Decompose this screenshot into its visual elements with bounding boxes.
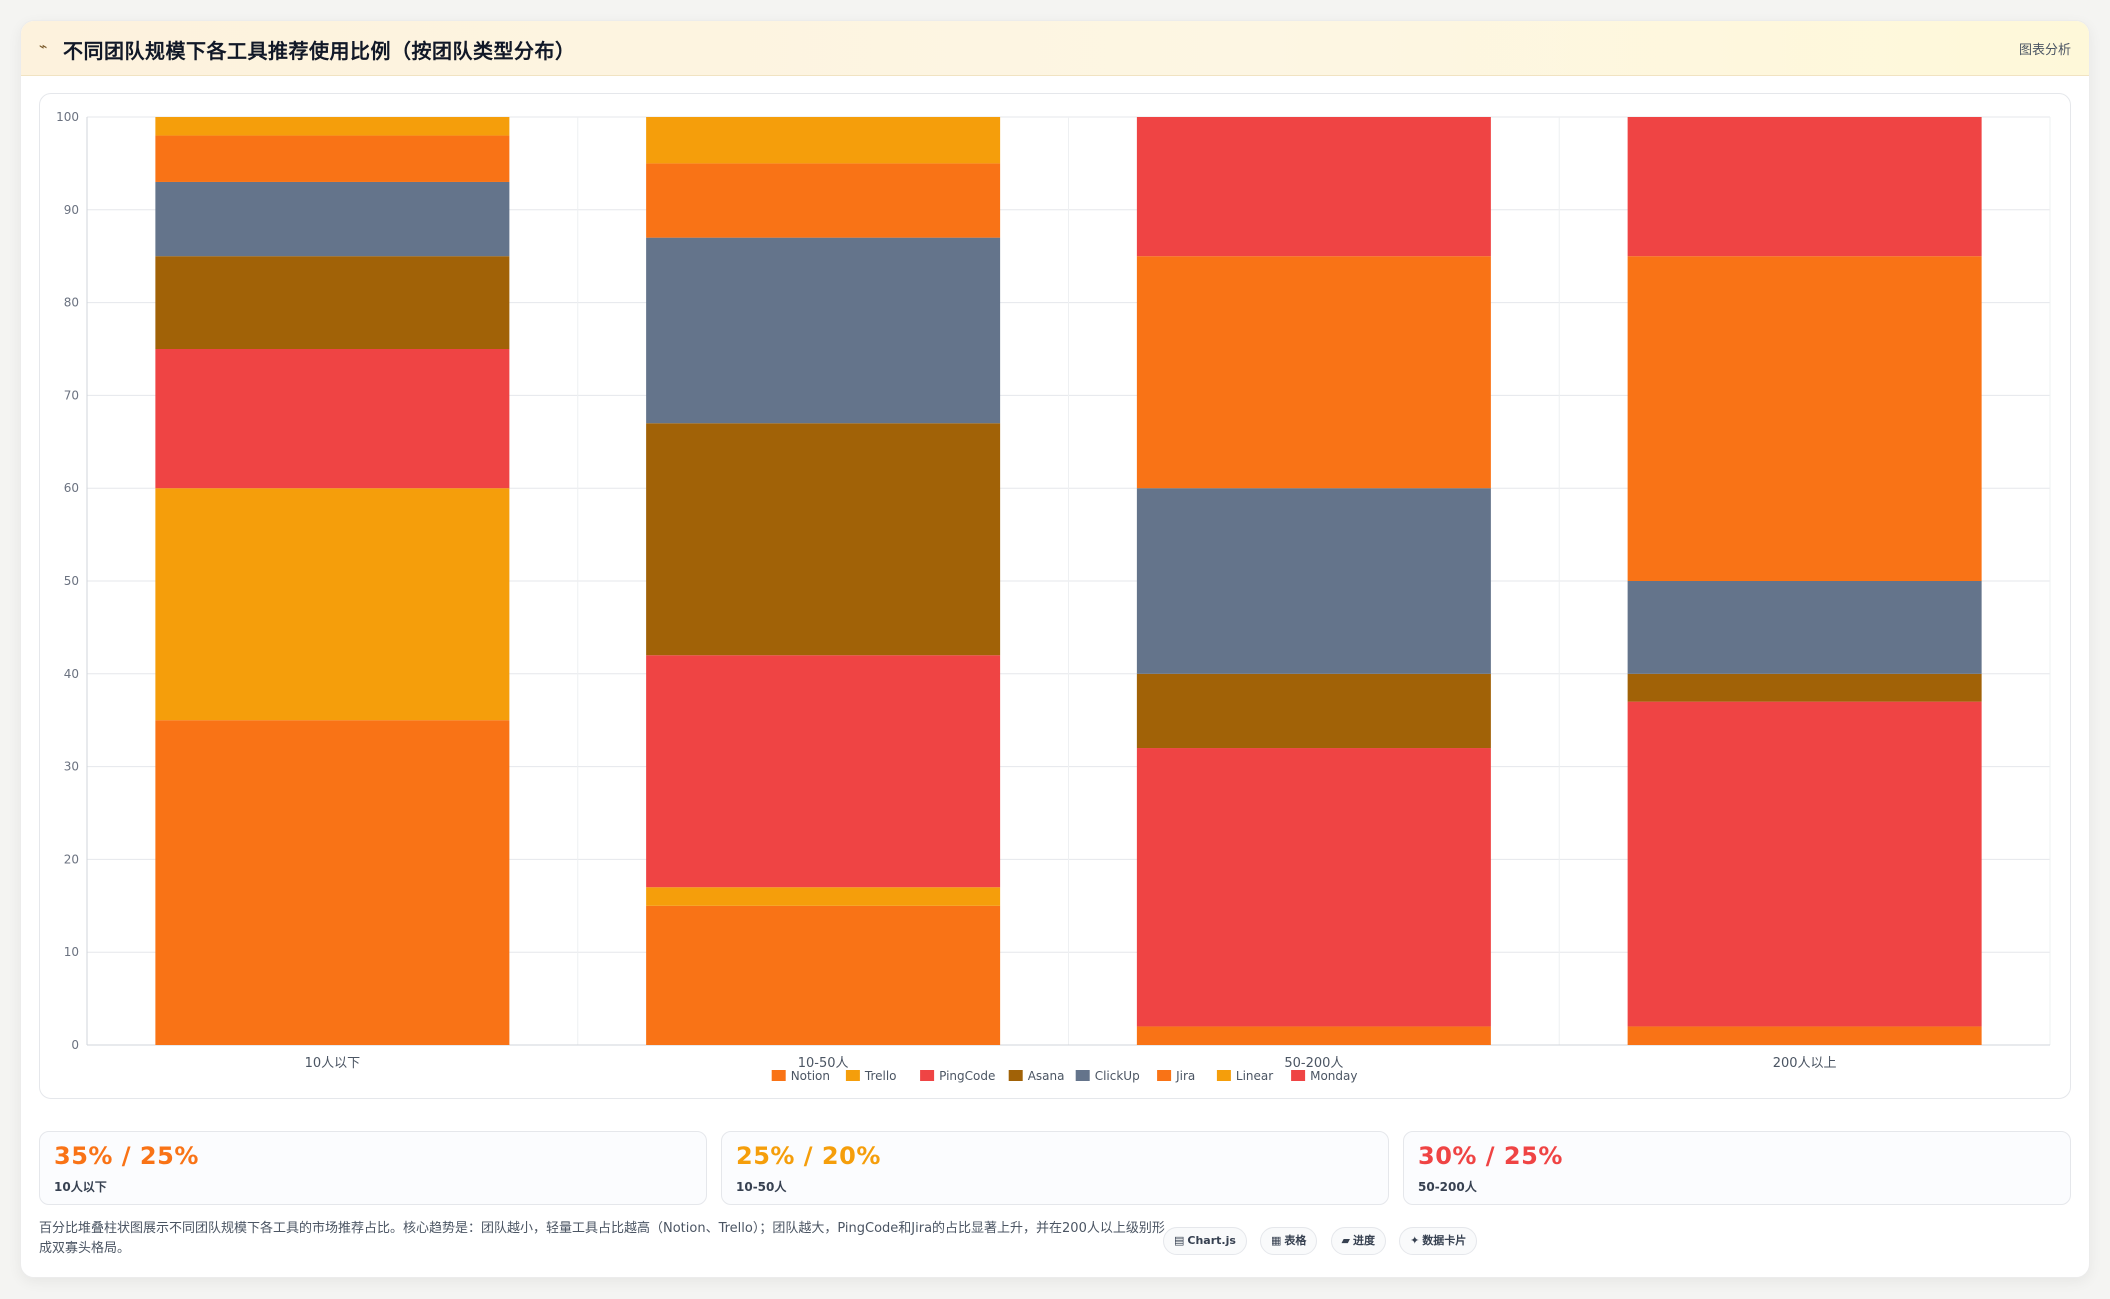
legend-swatch bbox=[1075, 1070, 1090, 1081]
chart-line-icon: ⌁ bbox=[39, 39, 48, 55]
card-header: ⌁ 不同团队规模下各工具推荐使用比例（按团队类型分布） 图表分析 bbox=[21, 21, 2089, 76]
bar-segment-clickup bbox=[646, 237, 1001, 424]
bar-segment-linear bbox=[646, 117, 1001, 164]
legend-swatch bbox=[1008, 1070, 1023, 1081]
bar-segment-linear bbox=[155, 117, 510, 136]
chart-description: 百分比堆叠柱状图展示不同团队规模下各工具的市场推荐占比。核心趋势是：团队越小，轻… bbox=[39, 1221, 1165, 1256]
bar-segment-jira bbox=[155, 135, 510, 182]
legend-label: Linear bbox=[1236, 1069, 1273, 1083]
tech-chips: ▤ Chart.js ▦ 表格 ▰ 进度 ✦ 数据卡片 bbox=[1163, 1227, 1485, 1255]
bar-segment-asana bbox=[1627, 673, 1982, 702]
legend-label: ClickUp bbox=[1095, 1069, 1140, 1083]
sparkle-icon: ✦ bbox=[1410, 1234, 1420, 1247]
y-tick-label: 40 bbox=[64, 667, 79, 681]
stat-card: 25% / 20% 10-50人 bbox=[721, 1131, 1389, 1205]
bar-segment-pingcode bbox=[1627, 701, 1982, 1027]
y-tick-label: 30 bbox=[64, 760, 79, 774]
chip-progress[interactable]: ▰ 进度 bbox=[1330, 1227, 1386, 1255]
stacked-bar-chart: 0 10 20 30 40 50 60 70 80 90 100 10人以下 10-50人 50-200人… bbox=[56, 110, 2051, 1083]
y-tick-label: 20 bbox=[64, 852, 79, 866]
y-tick-label: 60 bbox=[64, 481, 79, 495]
x-tick-label: 10人以下 bbox=[305, 1056, 361, 1071]
bar-segment-extra bbox=[1627, 1026, 1982, 1045]
chart-container: 0 10 20 30 40 50 60 70 80 90 100 10人以下 10-50人 50-200人… bbox=[39, 93, 2071, 1099]
bar-segment-trello bbox=[155, 488, 510, 721]
bar-segment-notion bbox=[646, 905, 1001, 1045]
legend-swatch bbox=[845, 1070, 860, 1081]
stat-card: 30% / 25% 50-200人 bbox=[1403, 1131, 2071, 1205]
y-tick-label: 100 bbox=[56, 110, 79, 124]
stat-card: 35% / 25% 10人以下 bbox=[39, 1131, 707, 1205]
stat-value: 25% / 20% bbox=[736, 1142, 881, 1170]
stat-label: 50-200人 bbox=[1418, 1180, 1477, 1194]
legend-label: PingCode bbox=[939, 1069, 995, 1083]
stat-value: 30% / 25% bbox=[1418, 1142, 1563, 1170]
bar-segment-pingcode bbox=[155, 349, 510, 489]
bar-segment-jira bbox=[1627, 256, 1982, 581]
legend-label: Trello bbox=[864, 1069, 897, 1083]
legend-swatch bbox=[1216, 1070, 1231, 1081]
bar-segment-monday bbox=[1136, 117, 1491, 257]
bar-segment-extra bbox=[1136, 1026, 1491, 1045]
x-tick-label: 50-200人 bbox=[1284, 1056, 1343, 1071]
bar-segment-notion bbox=[155, 720, 510, 1045]
y-tick-label: 70 bbox=[64, 388, 79, 402]
x-tick-label: 10-50人 bbox=[798, 1056, 849, 1071]
bar-segment-monday bbox=[1627, 117, 1982, 257]
header-tag: 图表分析 bbox=[2018, 43, 2071, 58]
stat-value: 35% / 25% bbox=[54, 1142, 199, 1170]
page-title: 不同团队规模下各工具推荐使用比例（按团队类型分布） bbox=[63, 39, 576, 63]
chip-table[interactable]: ▦ 表格 bbox=[1260, 1227, 1318, 1255]
legend-label: Jira bbox=[1175, 1069, 1195, 1083]
bar-segment-jira bbox=[1136, 256, 1491, 489]
y-tick-label: 90 bbox=[64, 203, 79, 217]
stat-label: 10-50人 bbox=[736, 1180, 787, 1194]
bar-segment-jira bbox=[646, 163, 1001, 238]
bar-segment-clickup bbox=[1627, 581, 1982, 674]
chip-data-card[interactable]: ✦ 数据卡片 bbox=[1399, 1227, 1478, 1255]
chart-card: ⌁ 不同团队规模下各工具推荐使用比例（按团队类型分布） 图表分析 0 10 20 30… bbox=[20, 20, 2090, 1278]
table-icon: ▦ bbox=[1271, 1234, 1282, 1247]
legend-swatch bbox=[920, 1070, 935, 1081]
legend-label: Notion bbox=[791, 1069, 830, 1083]
legend-swatch bbox=[1291, 1070, 1306, 1081]
bar-segment-asana bbox=[1136, 673, 1491, 749]
y-tick-label: 0 bbox=[71, 1038, 79, 1052]
bar-segment-pingcode bbox=[646, 655, 1001, 888]
bar-segment-pingcode bbox=[1136, 748, 1491, 1027]
y-tick-label: 50 bbox=[64, 574, 79, 588]
bar-segment-trello bbox=[646, 887, 1001, 906]
chart-icon: ▤ bbox=[1174, 1234, 1185, 1247]
bar-segment-clickup bbox=[155, 181, 510, 257]
progress-icon: ▰ bbox=[1341, 1234, 1350, 1247]
legend-label: Asana bbox=[1028, 1069, 1065, 1083]
stat-label: 10人以下 bbox=[54, 1180, 107, 1194]
legend-swatch bbox=[771, 1070, 786, 1081]
y-tick-label: 80 bbox=[64, 296, 79, 310]
stat-cards: 35% / 25% 10人以下 25% / 20% 10-50人 30% / 2… bbox=[39, 1131, 2071, 1205]
legend-label: Monday bbox=[1310, 1069, 1357, 1083]
chip-chartjs[interactable]: ▤ Chart.js bbox=[1163, 1227, 1247, 1255]
bar-segment-clickup bbox=[1136, 488, 1491, 674]
bar-segment-asana bbox=[155, 256, 510, 349]
legend-swatch bbox=[1157, 1070, 1172, 1081]
x-tick-label: 200人以上 bbox=[1773, 1056, 1837, 1071]
bar-segment-asana bbox=[646, 423, 1001, 656]
y-tick-label: 10 bbox=[64, 945, 79, 959]
